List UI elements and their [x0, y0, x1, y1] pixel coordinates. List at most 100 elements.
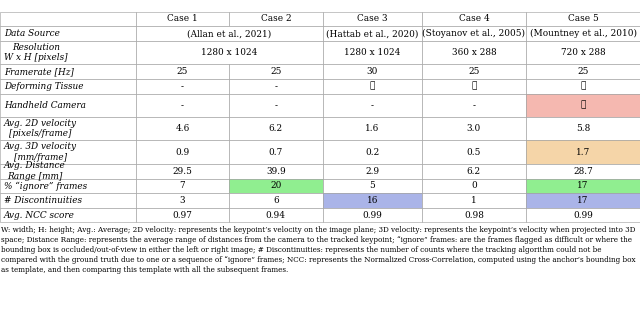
Bar — [422, 64, 526, 79]
Bar — [0, 41, 136, 64]
Bar — [229, 164, 323, 179]
Bar — [229, 193, 323, 208]
Text: -: - — [371, 101, 374, 110]
Bar — [323, 26, 422, 41]
Text: % “ignore” frames: % “ignore” frames — [4, 181, 87, 191]
Text: (Allan et al., 2021): (Allan et al., 2021) — [187, 29, 271, 38]
Text: -: - — [181, 82, 184, 91]
Bar — [0, 64, 136, 79]
Text: 7: 7 — [180, 181, 185, 190]
Text: 17: 17 — [577, 196, 589, 205]
Text: 4.6: 4.6 — [175, 124, 189, 133]
Bar — [526, 140, 640, 164]
Bar — [422, 12, 526, 26]
Bar — [0, 79, 136, 94]
Bar — [136, 79, 229, 94]
Text: 0.94: 0.94 — [266, 210, 286, 220]
Text: 6.2: 6.2 — [467, 167, 481, 176]
Bar — [422, 41, 526, 64]
Text: (Stoyanov et al., 2005): (Stoyanov et al., 2005) — [422, 29, 525, 38]
Text: Avg. 2D velocity
[pixels/frame]: Avg. 2D velocity [pixels/frame] — [4, 119, 77, 138]
Text: 16: 16 — [367, 196, 378, 205]
Text: 0.99: 0.99 — [573, 210, 593, 220]
Bar — [229, 12, 323, 26]
Bar — [526, 41, 640, 64]
Bar — [0, 179, 136, 193]
Bar — [323, 117, 422, 140]
Bar — [0, 164, 136, 179]
Text: Handheld Camera: Handheld Camera — [4, 101, 86, 110]
Bar — [422, 193, 526, 208]
Text: -: - — [275, 101, 277, 110]
Text: 1280 x 1024: 1280 x 1024 — [344, 48, 401, 57]
Text: 5.8: 5.8 — [576, 124, 590, 133]
Bar — [0, 208, 136, 222]
Text: 3.0: 3.0 — [467, 124, 481, 133]
Text: 0.7: 0.7 — [269, 148, 283, 157]
Text: 1.7: 1.7 — [576, 148, 590, 157]
Bar — [422, 164, 526, 179]
Bar — [526, 179, 640, 193]
Bar — [136, 26, 323, 41]
Text: 0.97: 0.97 — [172, 210, 193, 220]
Text: Framerate [Hz]: Framerate [Hz] — [4, 67, 74, 76]
Bar — [526, 164, 640, 179]
Bar — [0, 26, 136, 41]
Bar — [0, 140, 136, 164]
Bar — [422, 94, 526, 117]
Bar — [526, 79, 640, 94]
Bar — [422, 208, 526, 222]
Text: 0.2: 0.2 — [365, 148, 380, 157]
Text: 5: 5 — [369, 181, 375, 190]
Text: 720 x 288: 720 x 288 — [561, 48, 605, 57]
Bar — [526, 94, 640, 117]
Text: 6.2: 6.2 — [269, 124, 283, 133]
Bar — [136, 12, 229, 26]
Text: 17: 17 — [577, 181, 589, 190]
Bar — [323, 179, 422, 193]
Bar — [0, 94, 136, 117]
Bar — [136, 94, 229, 117]
Bar — [526, 26, 640, 41]
Text: ✓: ✓ — [580, 101, 586, 110]
Text: Case 4: Case 4 — [458, 14, 490, 24]
Bar — [323, 12, 422, 26]
Bar — [136, 193, 229, 208]
Text: -: - — [181, 101, 184, 110]
Bar — [422, 117, 526, 140]
Text: -: - — [472, 101, 476, 110]
Text: 25: 25 — [577, 67, 589, 76]
Text: 25: 25 — [177, 67, 188, 76]
Bar — [526, 193, 640, 208]
Bar — [422, 79, 526, 94]
Text: Avg. NCC score: Avg. NCC score — [4, 210, 75, 220]
Bar — [526, 208, 640, 222]
Text: (Mountney et al., 2010): (Mountney et al., 2010) — [529, 29, 637, 38]
Text: ✓: ✓ — [471, 82, 477, 91]
Bar — [136, 64, 229, 79]
Text: Avg. 3D velocity
[mm/frame]: Avg. 3D velocity [mm/frame] — [4, 142, 77, 162]
Text: 360 x 288: 360 x 288 — [452, 48, 496, 57]
Text: Deforming Tissue: Deforming Tissue — [4, 82, 83, 91]
Text: 3: 3 — [180, 196, 185, 205]
Text: 29.5: 29.5 — [172, 167, 193, 176]
Text: 30: 30 — [367, 67, 378, 76]
Text: 0.9: 0.9 — [175, 148, 189, 157]
Text: 0.5: 0.5 — [467, 148, 481, 157]
Bar — [323, 164, 422, 179]
Text: 25: 25 — [468, 67, 479, 76]
Text: 20: 20 — [270, 181, 282, 190]
Text: Avg. Distance
Range [mm]: Avg. Distance Range [mm] — [4, 161, 65, 181]
Bar — [323, 41, 422, 64]
Text: 0: 0 — [471, 181, 477, 190]
Bar — [136, 117, 229, 140]
Bar — [0, 193, 136, 208]
Bar — [323, 193, 422, 208]
Bar — [323, 140, 422, 164]
Bar — [229, 140, 323, 164]
Bar — [323, 208, 422, 222]
Text: Case 1: Case 1 — [167, 14, 198, 24]
Bar — [323, 79, 422, 94]
Bar — [136, 208, 229, 222]
Bar — [323, 64, 422, 79]
